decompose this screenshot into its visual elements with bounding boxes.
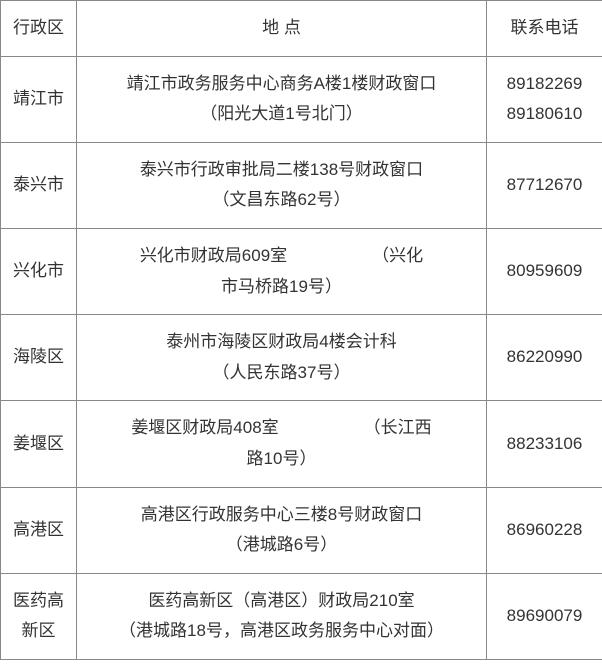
location-line: （港城路6号）	[83, 530, 480, 561]
cell-region: 兴化市	[1, 228, 77, 314]
location-line: 泰兴市行政审批局二楼138号财政窗口	[83, 155, 480, 186]
location-line: （港城路18号，高港区政务服务中心对面）	[83, 616, 480, 647]
cell-phone: 80959609	[487, 228, 602, 314]
location-line: 高港区行政服务中心三楼8号财政窗口	[83, 500, 480, 531]
location-line: 市马桥路19号）	[83, 272, 480, 303]
phone-line: 80959609	[493, 256, 596, 287]
cell-location: 高港区行政服务中心三楼8号财政窗口（港城路6号）	[77, 487, 487, 573]
phone-line: 86960228	[493, 515, 596, 546]
cell-region: 高港区	[1, 487, 77, 573]
header-phone: 联系电话	[487, 1, 602, 57]
table-body: 靖江市靖江市政务服务中心商务A楼1楼财政窗口（阳光大道1号北门）89182269…	[1, 56, 602, 659]
location-line: 姜堰区财政局408室 （长江西	[83, 413, 480, 444]
cell-location: 医药高新区（高港区）财政局210室（港城路18号，高港区政务服务中心对面）	[77, 573, 487, 659]
phone-line: 89180610	[493, 99, 596, 130]
phone-line: 89182269	[493, 69, 596, 100]
cell-phone: 89690079	[487, 573, 602, 659]
phone-line: 87712670	[493, 170, 596, 201]
cell-phone: 8918226989180610	[487, 56, 602, 142]
cell-phone: 88233106	[487, 401, 602, 487]
table-row: 兴化市兴化市财政局609室 （兴化市马桥路19号）80959609	[1, 228, 602, 314]
cell-region: 靖江市	[1, 56, 77, 142]
phone-line: 89690079	[493, 601, 596, 632]
location-line: 兴化市财政局609室 （兴化	[83, 241, 480, 272]
location-line: （文昌东路62号）	[83, 185, 480, 216]
cell-location: 兴化市财政局609室 （兴化市马桥路19号）	[77, 228, 487, 314]
table-row: 医药高新区医药高新区（高港区）财政局210室（港城路18号，高港区政务服务中心对…	[1, 573, 602, 659]
cell-location: 泰兴市行政审批局二楼138号财政窗口（文昌东路62号）	[77, 142, 487, 228]
location-line: 靖江市政务服务中心商务A楼1楼财政窗口	[83, 69, 480, 100]
cell-phone: 87712670	[487, 142, 602, 228]
table-row: 高港区高港区行政服务中心三楼8号财政窗口（港城路6号）86960228	[1, 487, 602, 573]
location-line: （阳光大道1号北门）	[83, 99, 480, 130]
header-region: 行政区	[1, 1, 77, 57]
cell-phone: 86960228	[487, 487, 602, 573]
location-line: （人民东路37号）	[83, 358, 480, 389]
table-row: 泰兴市泰兴市行政审批局二楼138号财政窗口（文昌东路62号）87712670	[1, 142, 602, 228]
cell-location: 姜堰区财政局408室 （长江西路10号）	[77, 401, 487, 487]
table-header-row: 行政区 地 点 联系电话	[1, 1, 602, 57]
table-row: 海陵区泰州市海陵区财政局4楼会计科（人民东路37号）86220990	[1, 315, 602, 401]
cell-location: 泰州市海陵区财政局4楼会计科（人民东路37号）	[77, 315, 487, 401]
cell-region: 海陵区	[1, 315, 77, 401]
cell-region: 姜堰区	[1, 401, 77, 487]
header-location: 地 点	[77, 1, 487, 57]
finance-offices-table: 行政区 地 点 联系电话 靖江市靖江市政务服务中心商务A楼1楼财政窗口（阳光大道…	[0, 0, 602, 660]
location-line: 路10号）	[83, 444, 480, 475]
cell-phone: 86220990	[487, 315, 602, 401]
location-line: 泰州市海陵区财政局4楼会计科	[83, 327, 480, 358]
table-row: 靖江市靖江市政务服务中心商务A楼1楼财政窗口（阳光大道1号北门）89182269…	[1, 56, 602, 142]
table-row: 姜堰区姜堰区财政局408室 （长江西路10号）88233106	[1, 401, 602, 487]
cell-location: 靖江市政务服务中心商务A楼1楼财政窗口（阳光大道1号北门）	[77, 56, 487, 142]
phone-line: 86220990	[493, 342, 596, 373]
phone-line: 88233106	[493, 429, 596, 460]
location-line: 医药高新区（高港区）财政局210室	[83, 586, 480, 617]
cell-region: 泰兴市	[1, 142, 77, 228]
cell-region: 医药高新区	[1, 573, 77, 659]
